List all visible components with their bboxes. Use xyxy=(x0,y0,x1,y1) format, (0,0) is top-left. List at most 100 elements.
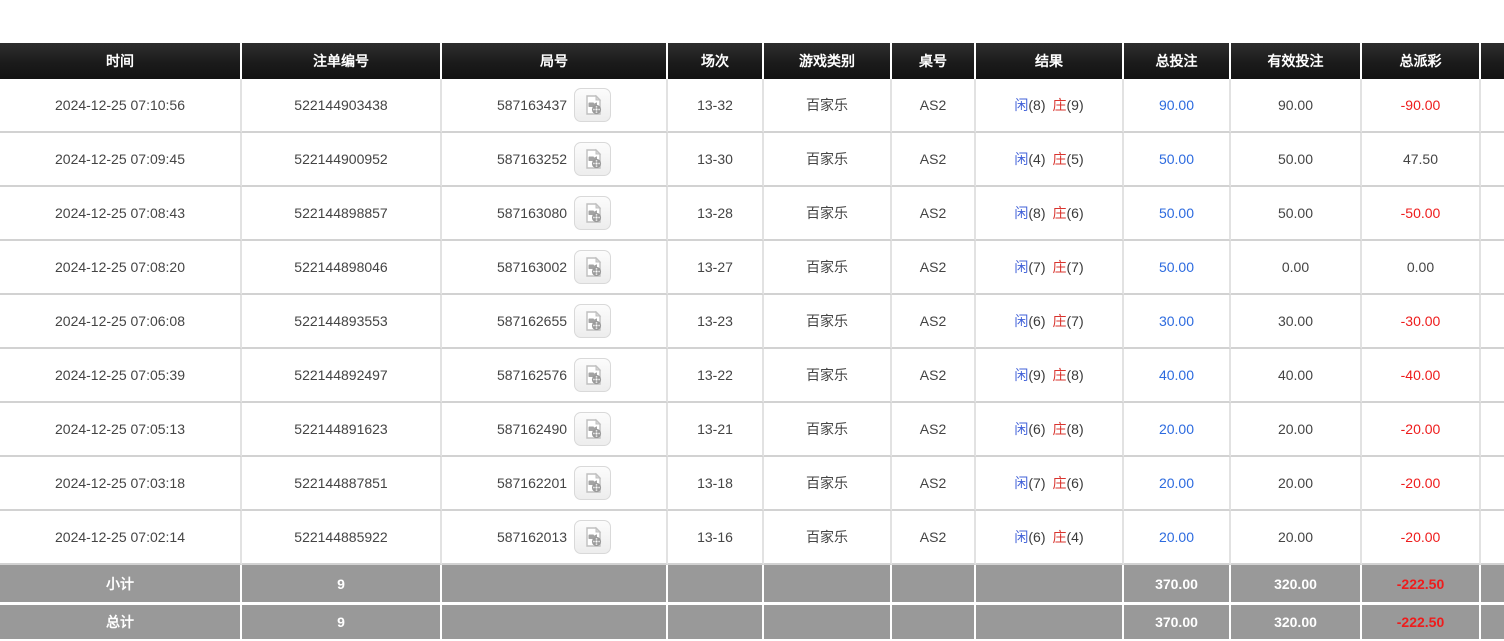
cell-result: 闲(7) 庄(6) xyxy=(976,457,1124,511)
player-result-points: (8) xyxy=(1028,205,1046,221)
video-replay-button[interactable] xyxy=(574,466,612,500)
cell-game-type: 百家乐 xyxy=(764,79,892,133)
cell-payout: 47.50 xyxy=(1362,133,1481,187)
summary-total-bet: 370.00 xyxy=(1124,565,1231,602)
cell-game-type: 百家乐 xyxy=(764,403,892,457)
summary-valid-bet: 320.00 xyxy=(1231,602,1362,639)
cell-result: 闲(7) 庄(7) xyxy=(976,241,1124,295)
video-replay-button[interactable] xyxy=(574,88,612,122)
cell-round-id: 587163437 xyxy=(442,79,668,133)
table-row: 2024-12-25 07:09:45 522144900952 5871632… xyxy=(0,133,1504,187)
cell-table-no: AS2 xyxy=(892,241,976,295)
summary-row: 总计 9 370.00 320.00 -222.50 xyxy=(0,602,1504,639)
cell-valid-bet: 50.00 xyxy=(1231,187,1362,241)
cell-game-type: 百家乐 xyxy=(764,187,892,241)
cell-session: 13-30 xyxy=(668,133,764,187)
cell-valid-bet: 0.00 xyxy=(1231,241,1362,295)
cell-time: 2024-12-25 07:10:56 xyxy=(0,79,242,133)
player-result-label: 闲 xyxy=(1014,529,1029,545)
cell-extra xyxy=(1481,133,1504,187)
cell-payout: -20.00 xyxy=(1362,403,1481,457)
cell-round-id: 587162490 xyxy=(442,403,668,457)
video-replay-button[interactable] xyxy=(574,358,612,392)
round-id-text: 587163252 xyxy=(496,151,568,167)
summary-count: 9 xyxy=(242,602,442,639)
cell-extra xyxy=(1481,349,1504,403)
round-id-text: 587163002 xyxy=(496,259,568,275)
cell-session: 13-18 xyxy=(668,457,764,511)
player-result-points: (7) xyxy=(1028,259,1046,275)
banker-result-points: (4) xyxy=(1066,529,1084,545)
cell-bet-id: 522144892497 xyxy=(242,349,442,403)
col-header-session: 场次 xyxy=(668,43,764,79)
banker-result-label: 庄 xyxy=(1052,313,1067,329)
video-replay-button[interactable] xyxy=(574,520,612,554)
banker-result-points: (8) xyxy=(1066,367,1084,383)
col-header-valid-bet: 有效投注 xyxy=(1231,43,1362,79)
cell-game-type: 百家乐 xyxy=(764,349,892,403)
cell-game-type: 百家乐 xyxy=(764,133,892,187)
banker-result-points: (6) xyxy=(1066,475,1084,491)
cell-extra xyxy=(1481,403,1504,457)
cell-bet-id: 522144900952 xyxy=(242,133,442,187)
col-header-table-no: 桌号 xyxy=(892,43,976,79)
col-header-time: 时间 xyxy=(0,43,242,79)
cell-total-bet: 50.00 xyxy=(1124,241,1231,295)
bet-records-table: 时间 注单编号 局号 场次 游戏类别 桌号 结果 总投注 有效投注 总派彩 20… xyxy=(0,43,1504,639)
video-replay-icon xyxy=(585,256,601,277)
cell-game-type: 百家乐 xyxy=(764,241,892,295)
cell-round-id: 587163002 xyxy=(442,241,668,295)
cell-payout: -50.00 xyxy=(1362,187,1481,241)
player-result-label: 闲 xyxy=(1014,151,1029,167)
cell-payout: -40.00 xyxy=(1362,349,1481,403)
cell-game-type: 百家乐 xyxy=(764,457,892,511)
cell-round-id: 587162201 xyxy=(442,457,668,511)
table-row: 2024-12-25 07:08:20 522144898046 5871630… xyxy=(0,241,1504,295)
col-header-result: 结果 xyxy=(976,43,1124,79)
cell-round-id: 587163252 xyxy=(442,133,668,187)
cell-total-bet: 40.00 xyxy=(1124,349,1231,403)
banker-result-points: (8) xyxy=(1066,421,1084,437)
video-replay-icon xyxy=(585,148,601,169)
banker-result-label: 庄 xyxy=(1052,97,1067,113)
cell-time: 2024-12-25 07:08:20 xyxy=(0,241,242,295)
table-row: 2024-12-25 07:05:13 522144891623 5871624… xyxy=(0,403,1504,457)
banker-result-label: 庄 xyxy=(1052,205,1067,221)
table-summary: 小计 9 370.00 320.00 -222.50 总计 9 370.00 3… xyxy=(0,565,1504,639)
player-result-label: 闲 xyxy=(1014,313,1029,329)
cell-round-id: 587162576 xyxy=(442,349,668,403)
cell-time: 2024-12-25 07:03:18 xyxy=(0,457,242,511)
cell-payout: -20.00 xyxy=(1362,511,1481,565)
video-replay-icon xyxy=(585,310,601,331)
cell-total-bet: 30.00 xyxy=(1124,295,1231,349)
cell-game-type: 百家乐 xyxy=(764,511,892,565)
cell-extra xyxy=(1481,457,1504,511)
cell-extra xyxy=(1481,241,1504,295)
video-replay-icon xyxy=(585,94,601,115)
summary-label: 总计 xyxy=(0,602,242,639)
summary-row: 小计 9 370.00 320.00 -222.50 xyxy=(0,565,1504,602)
cell-extra xyxy=(1481,511,1504,565)
cell-bet-id: 522144898046 xyxy=(242,241,442,295)
cell-extra xyxy=(1481,187,1504,241)
video-replay-button[interactable] xyxy=(574,142,612,176)
video-replay-icon xyxy=(585,418,601,439)
video-replay-button[interactable] xyxy=(574,250,612,284)
video-replay-button[interactable] xyxy=(574,412,612,446)
table-body: 2024-12-25 07:10:56 522144903438 5871634… xyxy=(0,79,1504,565)
cell-table-no: AS2 xyxy=(892,295,976,349)
cell-session: 13-27 xyxy=(668,241,764,295)
video-replay-button[interactable] xyxy=(574,304,612,338)
col-header-round-id: 局号 xyxy=(442,43,668,79)
cell-table-no: AS2 xyxy=(892,79,976,133)
round-id-text: 587163080 xyxy=(496,205,568,221)
col-header-payout: 总派彩 xyxy=(1362,43,1481,79)
banker-result-label: 庄 xyxy=(1052,421,1067,437)
summary-label: 小计 xyxy=(0,565,242,602)
video-replay-button[interactable] xyxy=(574,196,612,230)
summary-total-bet: 370.00 xyxy=(1124,602,1231,639)
cell-total-bet: 20.00 xyxy=(1124,403,1231,457)
cell-payout: -90.00 xyxy=(1362,79,1481,133)
cell-bet-id: 522144885922 xyxy=(242,511,442,565)
